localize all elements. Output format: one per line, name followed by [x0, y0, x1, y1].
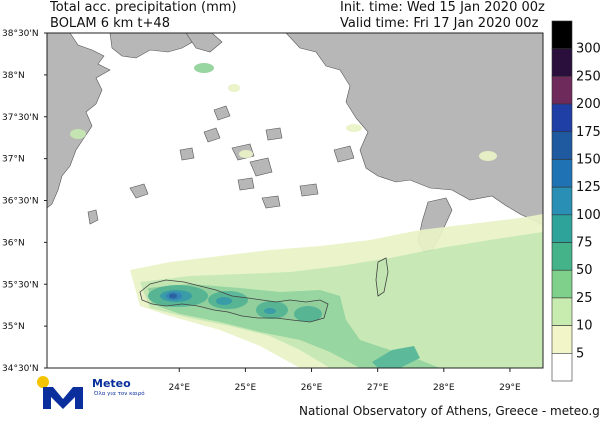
- longitude-label: 27°E: [367, 383, 389, 393]
- precip-100mm-core-2: [216, 297, 232, 305]
- evia-land: [185, 33, 223, 53]
- colorbar-segment: [551, 103, 573, 133]
- colorbar-level-label: 10: [576, 319, 593, 334]
- karpathos-outline: [375, 257, 389, 297]
- colorbar-segment: [551, 325, 573, 354]
- latitude-label: 35°30'N: [2, 280, 39, 290]
- colorbar-segment: [551, 297, 573, 326]
- longitude-label: 28°E: [433, 383, 455, 393]
- latitude-label: 36°N: [2, 238, 25, 248]
- colorbar-segment: [551, 131, 573, 160]
- longitude-label: 24°E: [168, 383, 190, 393]
- colorbar-segment: [551, 242, 573, 271]
- colorbar-segment: [551, 186, 573, 216]
- colorbar-segment: [551, 269, 573, 299]
- precip-150mm-core: [169, 293, 177, 299]
- colorbar-level-label: 50: [576, 263, 593, 278]
- precip-patch-andros: [228, 84, 240, 92]
- colorbar-segment: [551, 76, 573, 105]
- longitude-label: 29°E: [499, 383, 521, 393]
- meteo-logo: Meteo Όλα για τον καιρό: [36, 375, 146, 415]
- coastline-overlay: [139, 257, 389, 323]
- kos-land: [333, 145, 355, 163]
- syros-land: [203, 127, 221, 143]
- colorbar-level-label: 300: [576, 42, 600, 57]
- colorbar-level-label: 100: [576, 208, 600, 223]
- precip-patch-naxos: [239, 150, 253, 158]
- colorbar-level-label: 75: [576, 236, 593, 251]
- latitude-label: 38°N: [2, 71, 25, 81]
- tinos-land: [213, 105, 231, 121]
- time-info-block: Init. time: Wed 15 Jan 2020 00z Valid ti…: [340, 0, 545, 32]
- longitude-ticks: [178, 368, 511, 372]
- colorbar-level-label: 250: [576, 69, 600, 84]
- meteo-m-icon: [43, 387, 83, 409]
- logo-tagline: Όλα για τον καιρό: [94, 391, 145, 397]
- init-time: Init. time: Wed 15 Jan 2020 00z: [340, 0, 545, 15]
- longitude-label: 25°E: [235, 383, 257, 393]
- anafi-land: [299, 183, 319, 197]
- map-title-block: Total acc. precipitation (mm) BOLAM 6 km…: [50, 0, 237, 32]
- latitude-ticks: [44, 32, 47, 369]
- naxos-land: [249, 157, 273, 177]
- crete-outline: [139, 279, 329, 323]
- colorbar-level-label: 175: [576, 125, 600, 140]
- precip-75mm-south: [372, 346, 420, 368]
- longitude-label: 26°E: [301, 383, 323, 393]
- serifos-land: [179, 147, 195, 161]
- longitude-labels: 24°E 25°E 26°E 27°E 28°E 29°E: [168, 383, 521, 393]
- colorbar-segment: [551, 48, 573, 77]
- colorbar-level-label: 5: [576, 346, 584, 361]
- colorbar-segment: [551, 353, 573, 382]
- latitude-label: 35°N: [2, 322, 25, 332]
- colorbar-level-label: 150: [576, 152, 600, 167]
- mykonos-land: [265, 127, 283, 141]
- santorini-land: [261, 195, 281, 209]
- model-label: BOLAM 6 km t+48: [50, 16, 170, 31]
- peloponnese-land: [47, 33, 111, 209]
- latitude-labels: 38°30'N 38°N 37°30'N 37°N 36°30'N 36°N 35°30'N…: [2, 29, 39, 374]
- colorbar-segment: [551, 159, 573, 188]
- precip-100mm-core-3: [264, 308, 276, 314]
- colorbar-level-label: 25: [576, 291, 593, 306]
- colorbar-level-label: 125: [576, 180, 600, 195]
- ios-land: [237, 177, 255, 191]
- milos-land: [129, 183, 149, 199]
- colorbar-segment: [551, 214, 573, 243]
- colorbar-segment: [551, 20, 573, 49]
- precip-patch-peloponnese: [70, 129, 86, 139]
- precip-25mm-area: [140, 232, 543, 368]
- turkey-land: [285, 33, 543, 226]
- meteo-logo-mark: [37, 376, 83, 409]
- latitude-label: 37°30'N: [2, 113, 39, 123]
- sun-icon: [37, 376, 49, 388]
- precip-patch-samos: [346, 124, 362, 132]
- latitude-label: 34°30'N: [2, 364, 39, 374]
- precip-75mm-core-far-east: [294, 306, 322, 322]
- valid-time: Valid time: Fri 17 Jan 2020 00z: [340, 16, 539, 31]
- footer-credit: National Observatory of Athens, Greece -…: [299, 404, 600, 418]
- latitude-label: 37°N: [2, 155, 25, 165]
- precipitation-layer: [70, 63, 543, 368]
- precip-patch-turkey: [479, 151, 497, 161]
- colorbar-level-label: 200: [576, 97, 600, 112]
- precipitation-colorbar: 300 250 200 175 150 125 100 75 50 25 10 5: [551, 20, 600, 382]
- logo-name: Meteo: [92, 377, 131, 390]
- kythira-land: [87, 209, 99, 225]
- latitude-label: 38°30'N: [2, 29, 39, 39]
- latitude-label: 36°30'N: [2, 197, 39, 207]
- precip-patch-evia: [194, 63, 214, 73]
- map-title: Total acc. precipitation (mm): [50, 0, 237, 15]
